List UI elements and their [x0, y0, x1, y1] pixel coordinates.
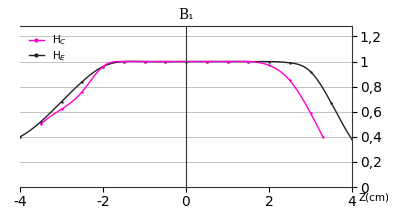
Title: B₁: B₁ [178, 8, 194, 22]
Legend: H$_C$, H$_E$: H$_C$, H$_E$ [28, 33, 68, 63]
Text: Z(cm): Z(cm) [358, 192, 389, 202]
